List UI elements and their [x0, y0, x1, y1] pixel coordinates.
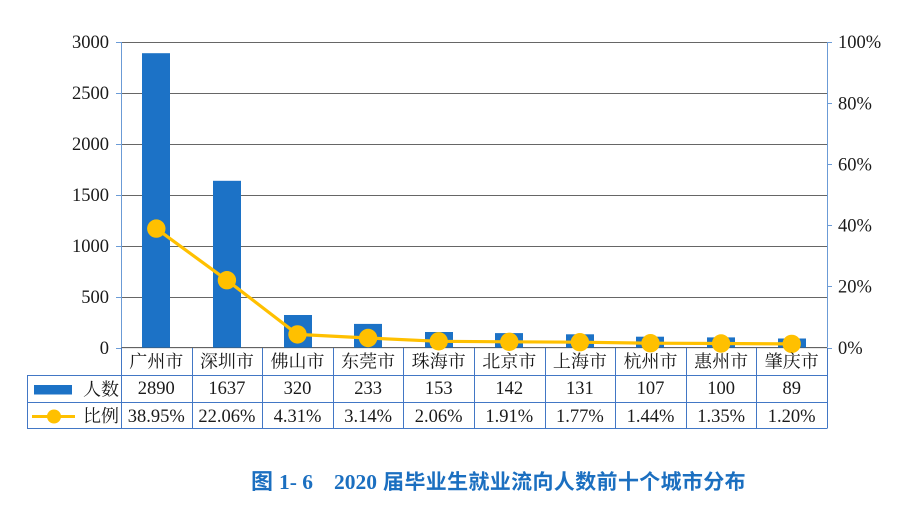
svg-text:142: 142: [495, 379, 523, 399]
svg-text:1000: 1000: [72, 237, 109, 257]
svg-text:1500: 1500: [72, 186, 109, 206]
svg-text:40%: 40%: [838, 217, 872, 237]
svg-text:1.35%: 1.35%: [697, 407, 745, 427]
svg-text:131: 131: [566, 379, 594, 399]
svg-text:4.31%: 4.31%: [274, 407, 322, 427]
svg-text:1.20%: 1.20%: [768, 407, 816, 427]
svg-text:38.95%: 38.95%: [128, 407, 185, 427]
svg-text:2500: 2500: [72, 84, 109, 104]
svg-text:0%: 0%: [838, 339, 863, 359]
svg-text:0: 0: [100, 339, 109, 359]
svg-text:80%: 80%: [838, 94, 872, 114]
svg-text:320: 320: [284, 379, 312, 399]
svg-text:233: 233: [354, 379, 382, 399]
svg-text:500: 500: [81, 288, 109, 308]
svg-text:2020: 2020: [334, 470, 377, 494]
svg-text:20%: 20%: [838, 278, 872, 298]
svg-text:2000: 2000: [72, 135, 109, 155]
svg-text:1.77%: 1.77%: [556, 407, 604, 427]
svg-text:1.91%: 1.91%: [485, 407, 533, 427]
svg-text:22.06%: 22.06%: [198, 407, 255, 427]
svg-text:89: 89: [782, 379, 801, 399]
svg-text:3000: 3000: [72, 33, 109, 53]
svg-text:100%: 100%: [838, 33, 881, 53]
svg-text:153: 153: [425, 379, 453, 399]
svg-text:2890: 2890: [138, 379, 175, 399]
svg-text:3.14%: 3.14%: [344, 407, 392, 427]
svg-text:100: 100: [707, 379, 735, 399]
svg-text:2.06%: 2.06%: [415, 407, 463, 427]
svg-text:1637: 1637: [208, 379, 245, 399]
svg-text:1.44%: 1.44%: [627, 407, 675, 427]
svg-text:60%: 60%: [838, 155, 872, 175]
svg-text:1- 6: 1- 6: [279, 470, 313, 494]
svg-text:107: 107: [637, 379, 665, 399]
